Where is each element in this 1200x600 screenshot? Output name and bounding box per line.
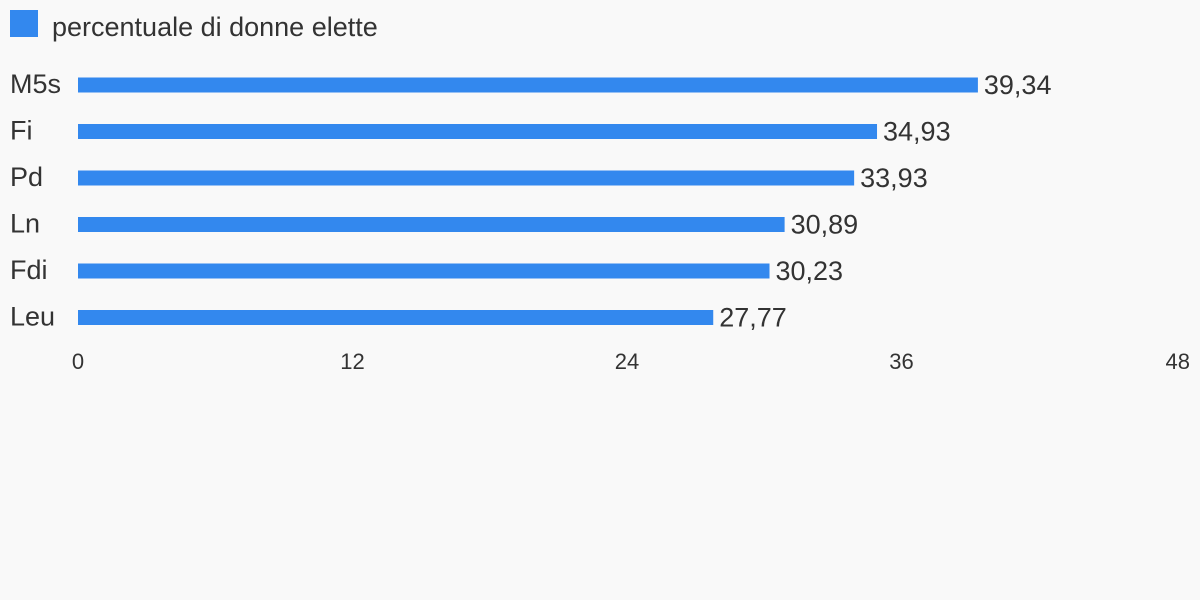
category-label: Fdi bbox=[10, 255, 48, 285]
legend-label: percentuale di donne elette bbox=[52, 12, 378, 42]
value-label: 30,89 bbox=[791, 210, 859, 240]
x-tick-label: 12 bbox=[340, 349, 364, 374]
category-label: Leu bbox=[10, 302, 55, 332]
category-label: M5s bbox=[10, 69, 61, 99]
bar bbox=[78, 124, 878, 139]
bar bbox=[78, 310, 714, 325]
x-tick-label: 48 bbox=[1166, 349, 1190, 374]
x-tick-label: 0 bbox=[72, 349, 84, 374]
category-label: Ln bbox=[10, 209, 40, 239]
bar bbox=[78, 77, 978, 93]
bar bbox=[78, 217, 785, 232]
value-label: 27,77 bbox=[719, 303, 787, 333]
x-tick-label: 36 bbox=[889, 349, 913, 374]
x-tick-label: 24 bbox=[615, 349, 639, 374]
value-label: 33,93 bbox=[860, 163, 928, 193]
category-label: Fi bbox=[10, 116, 33, 146]
value-label: 39,34 bbox=[984, 70, 1052, 100]
value-label: 30,23 bbox=[776, 256, 844, 286]
bar bbox=[78, 170, 855, 186]
legend-swatch bbox=[10, 10, 38, 37]
category-label: Pd bbox=[10, 162, 43, 192]
value-label: 34,93 bbox=[883, 117, 951, 147]
bar bbox=[78, 263, 770, 279]
